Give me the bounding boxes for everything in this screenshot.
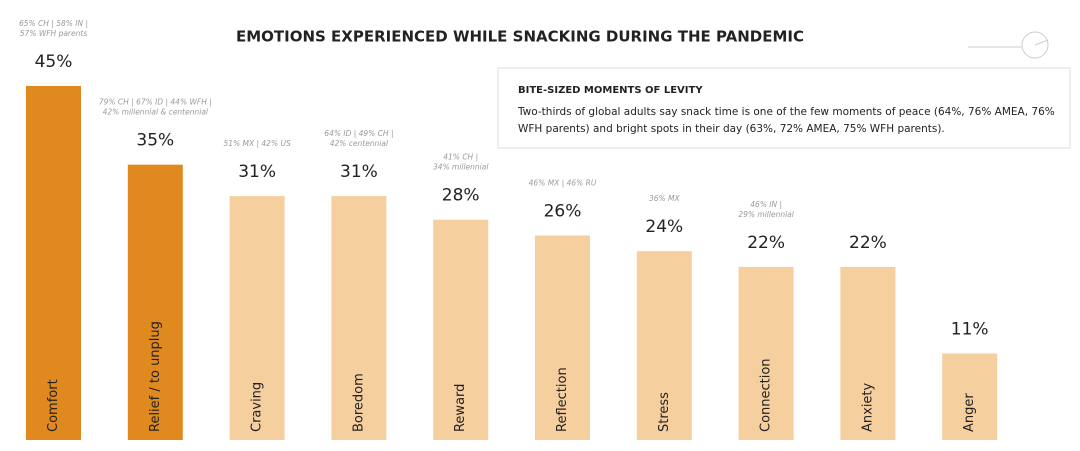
bar: [331, 196, 387, 440]
annotation: 65% CH | 58% IN |: [19, 19, 88, 28]
value-label: 22%: [747, 233, 785, 253]
value-label: 26%: [544, 201, 582, 221]
value-label: 11%: [951, 319, 989, 339]
category-label: Relief / to unplug: [148, 321, 163, 432]
category-label: Anger: [962, 393, 977, 432]
annotation: 36% MX: [649, 194, 681, 203]
category-label: Connection: [759, 358, 774, 432]
bar: [229, 196, 285, 440]
value-label: 28%: [442, 186, 480, 206]
annotation: 79% CH | 67% ID | 44% WFH |: [99, 98, 212, 107]
bar: [26, 86, 81, 440]
annotation: 57% WFH parents: [20, 29, 88, 38]
callout-title: BITE-SIZED MOMENTS OF LEVITY: [518, 85, 703, 96]
bar: [840, 266, 896, 440]
callout-text: WFH parents) and bright spots in their d…: [518, 123, 945, 135]
bar: [127, 164, 183, 440]
bar: [433, 219, 489, 440]
value-label: 31%: [238, 162, 276, 182]
chart-title: EMOTIONS EXPERIENCED WHILE SNACKING DURI…: [236, 28, 804, 46]
callout-text: Two-thirds of global adults say snack ti…: [517, 106, 1055, 118]
annotation: 41% CH |: [443, 153, 478, 162]
category-label: Anxiety: [860, 382, 875, 432]
callout-box: [497, 67, 1071, 149]
category-label: Boredom: [351, 373, 366, 432]
value-label: 45%: [35, 52, 73, 72]
annotation: 46% MX | 46% RU: [529, 178, 597, 187]
annotation: 34% millennial: [433, 163, 489, 172]
bar: [942, 353, 998, 440]
value-label: 35%: [136, 131, 174, 151]
category-label: Stress: [657, 392, 672, 432]
category-label: Craving: [250, 382, 265, 432]
annotation: 46% IN |: [750, 200, 782, 209]
annotation: 51% MX | 42% US: [223, 139, 291, 148]
annotation: 42% centennial: [330, 139, 389, 148]
bar: [535, 235, 590, 440]
category-label: Comfort: [46, 379, 61, 432]
category-label: Reflection: [555, 367, 570, 432]
category-label: Reward: [453, 384, 468, 432]
annotation: 42% millennial & centennial: [103, 108, 209, 117]
bar: [636, 251, 692, 440]
value-label: 24%: [645, 217, 683, 237]
value-label: 22%: [849, 233, 887, 253]
icon: [968, 31, 1049, 59]
annotation: 29% millennial: [738, 210, 794, 219]
annotation: 64% ID | 49% CH |: [324, 129, 393, 138]
value-label: 31%: [340, 162, 378, 182]
bar: [738, 266, 794, 440]
